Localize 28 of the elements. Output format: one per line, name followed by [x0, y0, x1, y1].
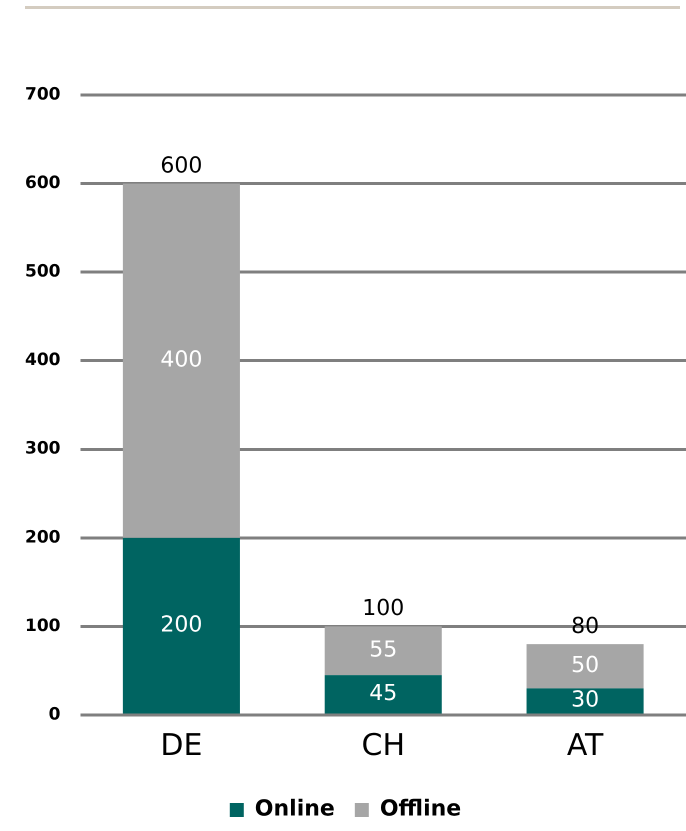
x-tick-label: AT — [566, 728, 604, 763]
x-tick-label: DE — [160, 728, 202, 763]
y-tick-label: 300 — [24, 438, 61, 459]
bar — [526, 688, 644, 714]
bar — [122, 184, 240, 538]
x-tick-label: CH — [361, 728, 405, 763]
y-tick-label: 500 — [24, 262, 61, 282]
y-tick-label: 600 — [24, 172, 61, 193]
bar — [324, 626, 442, 676]
y-tick-label: 400 — [24, 350, 61, 370]
total-label: 600 — [160, 153, 202, 178]
total-label: 100 — [362, 596, 404, 622]
y-tick-label: 200 — [24, 527, 61, 548]
data-label: 55 — [369, 638, 398, 663]
bar — [122, 538, 240, 714]
data-label: 50 — [571, 653, 600, 678]
y-tick-label: 0 — [48, 704, 61, 724]
bar — [526, 644, 644, 688]
bar — [324, 675, 442, 714]
y-tick-label: 100 — [24, 616, 61, 636]
total-label: 80 — [571, 614, 600, 639]
data-label: 30 — [571, 688, 600, 713]
y-tick-label: 700 — [24, 84, 61, 104]
data-label: 45 — [369, 681, 398, 706]
data-label: 200 — [160, 612, 202, 638]
legend-label: Online — [254, 796, 335, 822]
legend-label: Offline — [380, 796, 462, 822]
data-label: 400 — [160, 347, 202, 372]
